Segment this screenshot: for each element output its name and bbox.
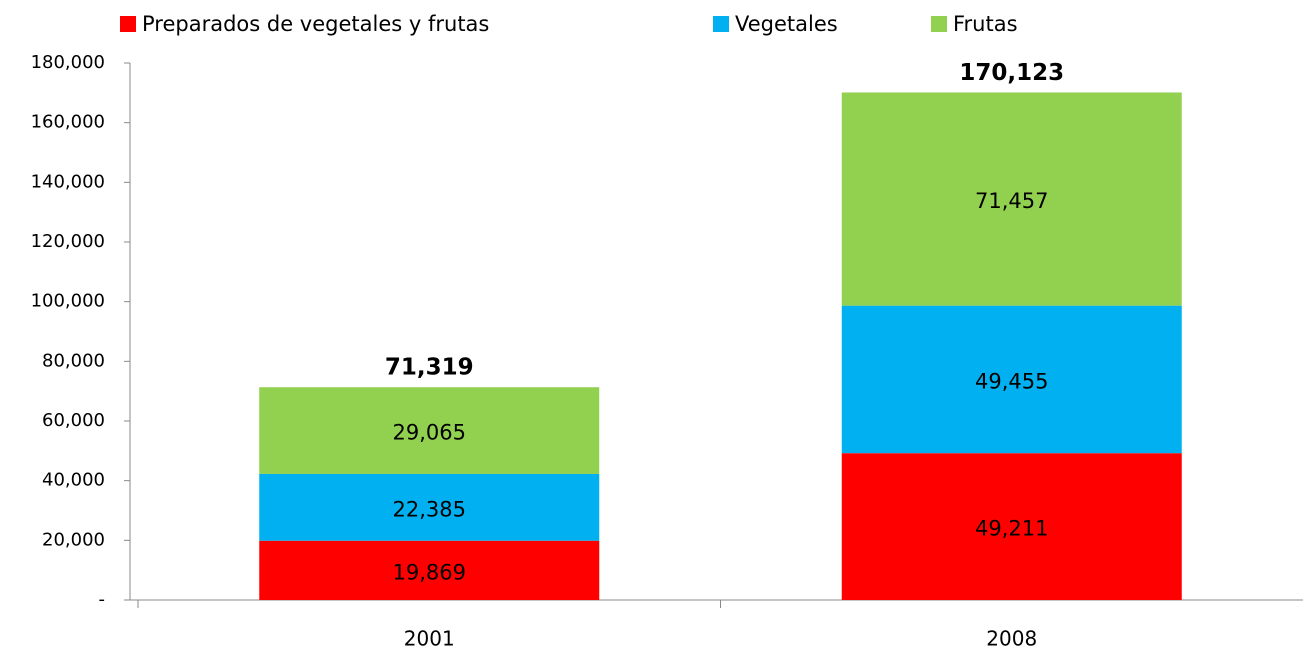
y-tick-label: 80,000	[42, 350, 105, 371]
y-tick-label: 120,000	[31, 231, 105, 252]
y-tick-label: 140,000	[31, 171, 105, 192]
y-tick-label: 160,000	[31, 112, 105, 133]
y-tick-label: -	[99, 589, 106, 610]
legend-swatch	[931, 16, 947, 32]
bar-segment	[259, 387, 600, 474]
y-tick-label: 100,000	[31, 291, 105, 312]
x-tick-label: 2008	[986, 627, 1037, 651]
value-label: 19,869	[393, 560, 466, 584]
y-tick-label: 40,000	[42, 470, 105, 491]
value-label: 22,385	[393, 497, 466, 521]
y-tick-label: 60,000	[42, 410, 105, 431]
bar-segment	[259, 540, 600, 600]
bar-segment	[841, 305, 1182, 454]
legend-swatch	[713, 16, 729, 32]
legend-label: Vegetales	[735, 12, 838, 36]
total-label: 170,123	[959, 60, 1064, 86]
value-label: 71,457	[975, 189, 1048, 213]
legend-swatch	[120, 16, 136, 32]
y-tick-label: 180,000	[31, 52, 105, 73]
value-label: 49,211	[975, 517, 1048, 541]
value-label: 49,455	[975, 369, 1048, 393]
x-tick-label: 2001	[404, 627, 455, 651]
legend-label: Frutas	[953, 12, 1018, 36]
legend-label: Preparados de vegetales y frutas	[142, 12, 489, 36]
bar-segment	[841, 92, 1182, 306]
total-label: 71,319	[385, 355, 474, 381]
value-label: 29,065	[393, 421, 466, 445]
y-tick-label: 20,000	[42, 529, 105, 550]
bar-segment	[841, 453, 1182, 600]
bar-segment	[259, 473, 600, 541]
